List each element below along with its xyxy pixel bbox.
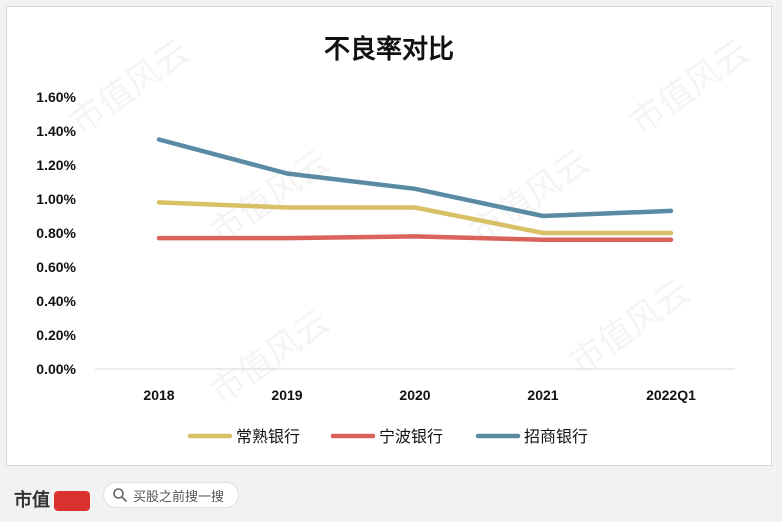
y-tick-label: 1.20%: [36, 157, 76, 173]
brand-logo: 市值: [14, 486, 90, 512]
legend-label: 宁波银行: [379, 427, 443, 446]
brand-mark-icon: [54, 491, 90, 511]
x-axis: 2018 2019 2020 2021 2022Q1: [143, 387, 696, 403]
line-chart: 0.00% 0.20% 0.40% 0.60% 0.80% 1.00% 1.20% 1.40%…: [36, 89, 735, 446]
search-icon: [113, 488, 127, 502]
y-tick-label: 0.60%: [36, 259, 76, 275]
series-line: [156, 200, 674, 236]
series-line: [156, 137, 674, 219]
y-tick-label: 1.00%: [36, 191, 76, 207]
chart-title: 不良率对比: [323, 35, 454, 65]
brand-text: 市值: [14, 490, 50, 511]
legend-label: 常熟银行: [236, 427, 300, 446]
x-tick-label: 2020: [399, 387, 430, 403]
legend-label: 招商银行: [524, 427, 588, 446]
search-box[interactable]: 买股之前搜一搜: [103, 482, 239, 508]
x-tick-label: 2019: [271, 387, 302, 403]
y-tick-label: 0.40%: [36, 293, 76, 309]
y-tick-label: 1.60%: [36, 89, 76, 105]
footer-bar: 市值 买股之前搜一搜: [0, 472, 782, 522]
y-tick-label: 0.00%: [36, 361, 76, 377]
x-tick-label: 2018: [143, 387, 174, 403]
y-tick-label: 0.20%: [36, 327, 76, 343]
x-tick-label: 2021: [527, 387, 558, 403]
series-line: [156, 234, 674, 243]
search-placeholder: 买股之前搜一搜: [133, 489, 225, 505]
y-tick-label: 1.40%: [36, 123, 76, 139]
legend: 常熟银行 宁波银行 招商银行: [187, 427, 588, 446]
series-lines: [156, 137, 674, 243]
y-tick-label: 0.80%: [36, 225, 76, 241]
x-tick-label: 2022Q1: [646, 387, 696, 403]
y-axis: 0.00% 0.20% 0.40% 0.60% 0.80% 1.00% 1.20% 1.40%…: [36, 89, 76, 377]
